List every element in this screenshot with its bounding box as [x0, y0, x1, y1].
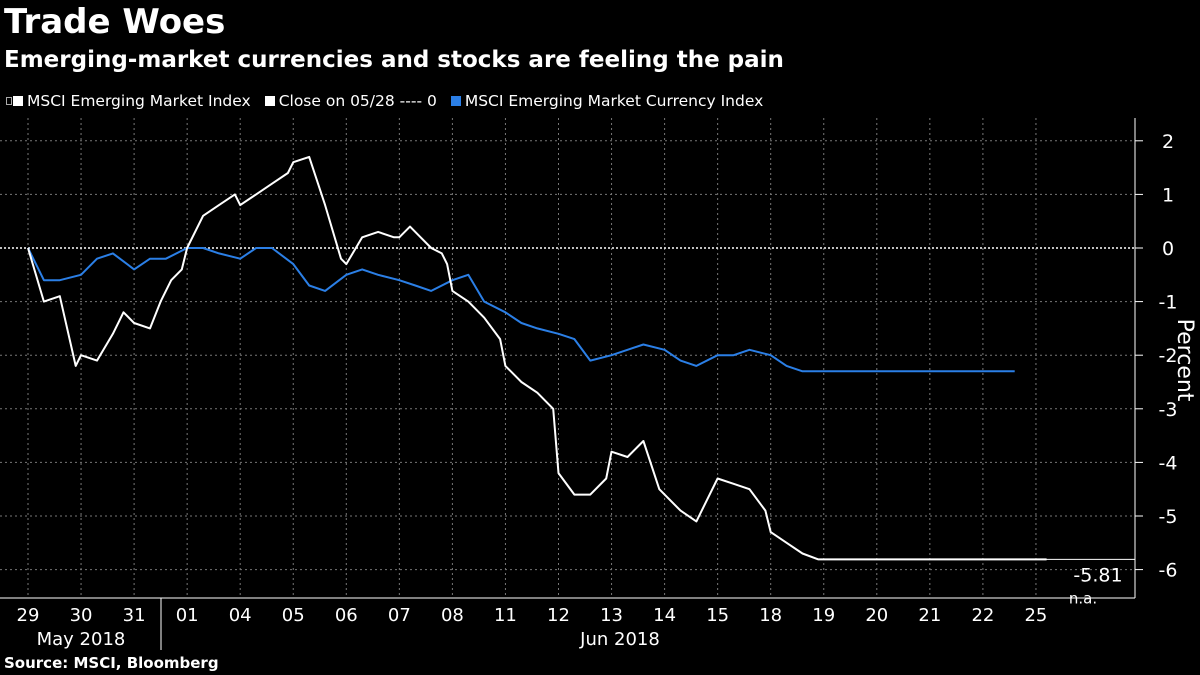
legend: MSCI Emerging Market Index Close on 05/2… — [6, 90, 777, 112]
legend-label-index: MSCI Emerging Market Index — [27, 92, 251, 110]
month-label-may: May 2018 — [37, 629, 126, 650]
chart-title: Trade Woes — [4, 2, 226, 42]
legend-label-currency: MSCI Emerging Market Currency Index — [464, 92, 764, 110]
y-axis-label: Percent — [1172, 319, 1197, 402]
x-tick-label: 19 — [812, 605, 835, 626]
x-tick-label: 05 — [282, 605, 305, 626]
legend-item-close: Close on 05/28 ---- 0 — [264, 90, 437, 112]
y-tick-label: -5 — [1159, 506, 1178, 528]
y-tick-label: 2 — [1162, 131, 1174, 153]
grid — [0, 118, 1135, 598]
x-tick-label: 01 — [176, 605, 199, 626]
y-tick-label: 0 — [1162, 238, 1174, 260]
y-tick-label: -1 — [1159, 292, 1178, 314]
legend-item-currency: MSCI Emerging Market Currency Index — [450, 90, 764, 112]
y-tick-label: 1 — [1162, 184, 1174, 206]
x-tick-label: 06 — [335, 605, 358, 626]
x-tick-label: 12 — [547, 605, 570, 626]
x-tick-label: 21 — [918, 605, 941, 626]
y-tick-label: -2 — [1159, 345, 1178, 367]
x-tick-label: 04 — [229, 605, 252, 626]
x-tick-label: 14 — [653, 605, 676, 626]
x-tick-label: 07 — [388, 605, 411, 626]
x-tick-label: 13 — [600, 605, 623, 626]
x-tick-label: 18 — [759, 605, 782, 626]
legend-swatch-close — [264, 96, 275, 106]
y-tick-label: -3 — [1159, 399, 1178, 421]
x-tick-label: 20 — [865, 605, 888, 626]
last-value-label-secondary: n.a. — [1069, 589, 1097, 607]
axes: 210-1-2-3-4-5-629 30 31 01 04 05 06 07 08 11 12 13 1… — [0, 118, 1197, 650]
x-tick-label: 30 — [70, 605, 93, 626]
x-tick-label: 08 — [441, 605, 464, 626]
x-tick-label: 29 — [17, 605, 40, 626]
source-note: Source: MSCI, Bloomberg — [4, 654, 219, 672]
chart-subtitle: Emerging-market currencies and stocks ar… — [4, 47, 784, 73]
x-tick-label: 25 — [1024, 605, 1047, 626]
last-value-label: -5.81 — [1073, 564, 1122, 586]
x-tick-label: 22 — [971, 605, 994, 626]
y-tick-label: -6 — [1159, 560, 1178, 582]
month-label-jun: Jun 2018 — [579, 629, 660, 650]
legend-swatch-index — [13, 96, 23, 106]
legend-item-index: MSCI Emerging Market Index — [6, 90, 251, 112]
legend-label-close: Close on 05/28 ---- 0 — [278, 92, 437, 110]
x-tick-label: 15 — [706, 605, 729, 626]
series-layer — [27, 155, 1047, 561]
y-tick-label: -4 — [1159, 452, 1178, 474]
series-line-index — [27, 155, 1047, 561]
x-tick-label: 31 — [123, 605, 146, 626]
series-line-currency — [27, 247, 1015, 373]
legend-swatch-currency — [450, 96, 461, 106]
legend-range-icon — [6, 97, 12, 105]
x-tick-label: 11 — [494, 605, 517, 626]
